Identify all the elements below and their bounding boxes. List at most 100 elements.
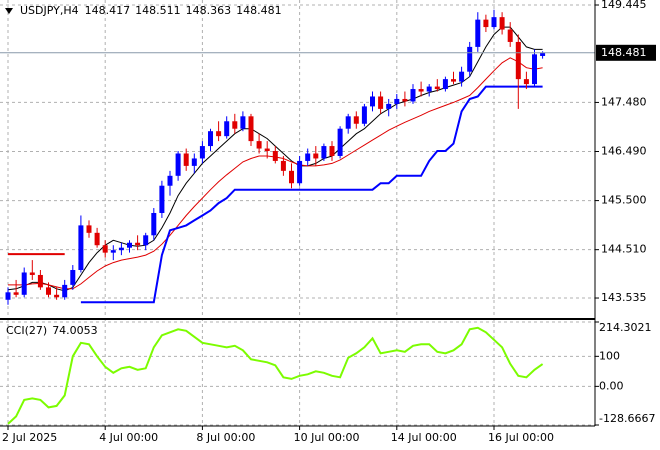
candle-body (386, 103, 392, 109)
candle-body (102, 245, 108, 253)
candle-body (29, 272, 35, 275)
y-tick-label: 143.535 (601, 291, 647, 304)
candle-body (507, 29, 513, 42)
candle-body (135, 242, 141, 246)
candle-body (175, 153, 181, 176)
last-price-label: 148.481 (601, 46, 647, 59)
x-tick-label: 10 Jul 00:00 (294, 431, 360, 444)
y-tick-label: 147.480 (601, 95, 647, 108)
ohlc-value: 148.363 (186, 4, 232, 17)
y-tick-label: 146.490 (601, 145, 647, 158)
candle-body (540, 52, 546, 56)
candle-body (208, 131, 213, 147)
ohlc-value: 148.511 (135, 4, 181, 17)
candle-body (256, 141, 262, 149)
x-tick-label: 8 Jul 00:00 (196, 431, 255, 444)
candle-body (94, 232, 100, 246)
y-tick-label: 144.510 (601, 243, 647, 256)
candle-body (321, 146, 327, 159)
indicator-title: CCI(27) (6, 324, 47, 337)
candle-body (70, 270, 76, 285)
candle-body (151, 212, 157, 236)
candle-body (418, 89, 424, 92)
y-tick-label: 149.445 (601, 0, 647, 11)
candle-body (183, 153, 189, 166)
x-tick-label: 16 Jul 00:00 (488, 431, 554, 444)
candle-body (491, 17, 497, 28)
candle-body (248, 116, 254, 142)
candle-body (289, 170, 294, 184)
candle-body (329, 146, 335, 156)
candle-body (232, 121, 238, 129)
candle-body (199, 146, 205, 159)
candle-body (159, 185, 165, 213)
candle-body (127, 242, 132, 248)
collapse-triangle (5, 8, 13, 14)
candle-body (86, 225, 92, 233)
y-tick-label: 145.500 (601, 194, 647, 207)
candle-body (475, 19, 481, 47)
candle-body (353, 116, 359, 124)
candle-body (62, 284, 68, 298)
indicator-line (7, 326, 544, 425)
candle-body (426, 86, 432, 92)
plot-layer (0, 9, 595, 425)
candle-body (345, 116, 351, 129)
candle-body (523, 79, 529, 85)
candle-body (451, 79, 456, 82)
y-tick-label: 214.3021 (599, 321, 652, 334)
candle-body (402, 98, 408, 102)
candle-body (143, 235, 149, 246)
candle-body (78, 225, 84, 271)
y-tick-label: 0.00 (599, 379, 624, 392)
x-tick-label: 14 Jul 00:00 (391, 431, 457, 444)
candle-body (280, 160, 286, 171)
chart-title: USDJPY,H4 (20, 4, 79, 17)
candle-body (167, 175, 173, 186)
candle-body (5, 292, 11, 300)
candle-body (110, 250, 116, 253)
y-tick-label: -128.6667 (599, 412, 655, 425)
label-layer: 149.445 147.480 146.490 145.500 144.510 143.5… (2, 0, 656, 444)
candle-body (224, 121, 230, 137)
candle-body (216, 131, 222, 137)
indicator-line (80, 85, 543, 304)
candle-body (434, 86, 440, 90)
candle-body (361, 106, 367, 124)
grid-layer (0, 0, 595, 426)
candle-body (13, 292, 19, 295)
candle-body (54, 294, 60, 298)
candle-body (305, 153, 311, 161)
candle-body (515, 41, 521, 80)
x-tick-label: 4 Jul 00:00 (99, 431, 158, 444)
candle-body (118, 247, 124, 251)
candle-body (467, 46, 473, 72)
candle-body (272, 151, 278, 161)
candle-body (240, 116, 246, 129)
candle-body (264, 148, 270, 152)
ohlc-value: 148.417 (85, 4, 131, 17)
candle-body (337, 128, 343, 156)
candle-body (46, 287, 51, 295)
candle-body (410, 89, 416, 102)
candle-body (459, 71, 465, 82)
candle-body (370, 96, 375, 107)
candle-body (442, 79, 448, 90)
candle-body (191, 158, 197, 166)
candle-body (394, 98, 400, 104)
y-tick-label: 100 (599, 349, 620, 362)
x-tick-label: 2 Jul 2025 (2, 431, 57, 444)
candle-body (483, 19, 489, 28)
candle-body (378, 96, 384, 109)
candle-body (21, 272, 27, 295)
last-price-box (596, 44, 656, 61)
candle-body (532, 54, 537, 85)
candle-body (499, 17, 505, 30)
indicator-value: 74.0053 (52, 324, 98, 337)
candle-body (313, 153, 319, 159)
candle-body (297, 160, 303, 184)
ohlc-value: 148.481 (236, 4, 282, 17)
